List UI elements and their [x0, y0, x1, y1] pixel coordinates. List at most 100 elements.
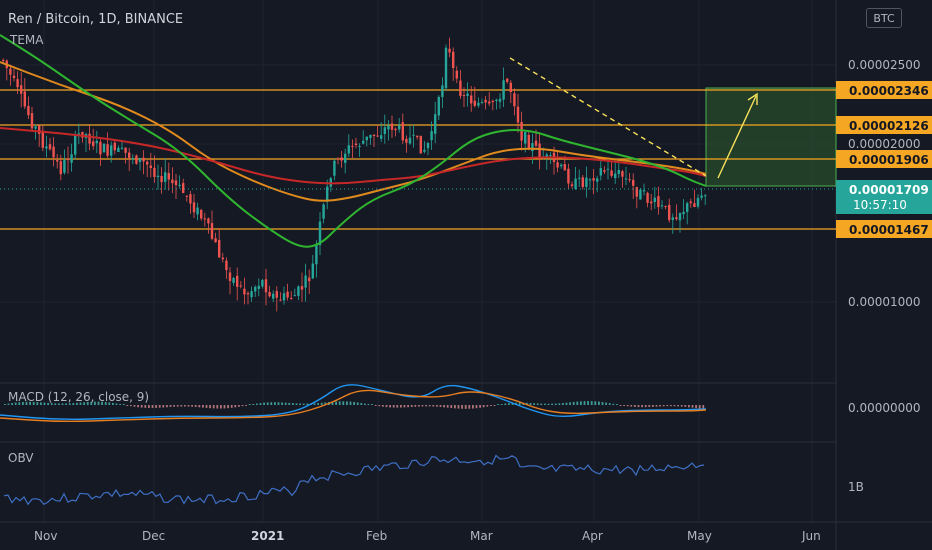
- macd-bar: [223, 405, 226, 409]
- candle: [678, 212, 682, 233]
- overlay-indicator-label[interactable]: TEMA: [9, 33, 44, 47]
- macd-bar: [554, 403, 557, 405]
- symbol-title[interactable]: Ren / Bitcoin, 1D, BINANCE: [8, 12, 183, 27]
- macd-bar: [634, 405, 636, 407]
- macd-title[interactable]: MACD (12, 26, close, 9): [8, 390, 149, 404]
- macd-bar: [252, 404, 255, 405]
- macd-bar: [61, 403, 64, 405]
- time-label: Jun: [801, 529, 821, 543]
- macd-bar: [428, 405, 431, 407]
- macd-bar: [461, 405, 463, 409]
- macd-bar: [79, 402, 82, 405]
- candle: [160, 167, 163, 194]
- obv-title[interactable]: OBV: [8, 451, 34, 465]
- candle: [498, 93, 502, 109]
- macd-bar: [374, 405, 377, 406]
- macd-bar: [601, 402, 604, 405]
- candle: [254, 285, 257, 297]
- candle: [279, 292, 282, 302]
- macd-bar: [320, 402, 323, 405]
- candle: [228, 267, 232, 295]
- macd-bar: [97, 401, 100, 405]
- candle: [632, 173, 635, 199]
- candle: [264, 268, 268, 306]
- candle: [516, 93, 520, 133]
- candle: [581, 175, 584, 190]
- candle: [556, 151, 559, 173]
- candle: [466, 82, 469, 107]
- currency-badge[interactable]: BTC: [866, 8, 902, 28]
- macd-bar: [140, 405, 143, 408]
- macd-bar: [342, 401, 345, 405]
- candle: [286, 283, 289, 301]
- macd-bar: [652, 405, 654, 407]
- macd-bar: [392, 405, 395, 408]
- candle: [153, 155, 156, 183]
- candle: [365, 136, 368, 147]
- macd-bar: [590, 401, 593, 405]
- macd-bar: [234, 405, 237, 408]
- candle: [102, 142, 106, 153]
- macd-bar: [346, 401, 348, 405]
- macd-bar: [216, 405, 219, 409]
- macd-bar: [284, 402, 287, 405]
- candle: [480, 98, 484, 105]
- macd-bar: [25, 401, 28, 405]
- descending-trendline[interactable]: [509, 57, 707, 177]
- candle: [66, 146, 70, 174]
- macd-bar: [662, 405, 665, 407]
- candle: [401, 113, 404, 144]
- candle: [560, 163, 563, 169]
- candle: [250, 286, 253, 302]
- candle: [484, 95, 487, 110]
- candle: [30, 106, 34, 132]
- candle: [297, 285, 300, 301]
- macd-axis-label: 0.00000000: [848, 401, 921, 415]
- candle: [333, 158, 336, 181]
- candle: [599, 159, 602, 181]
- candle: [95, 130, 98, 154]
- macd-bar: [666, 405, 669, 407]
- price-tick: 0.00001000: [848, 295, 921, 309]
- level-tag-4: 0.00001467: [836, 220, 932, 238]
- candle: [452, 47, 455, 81]
- macd-bar: [119, 404, 121, 405]
- macd-bar: [43, 402, 46, 405]
- candle: [117, 145, 120, 153]
- macd-bar: [238, 405, 240, 407]
- macd-bar: [241, 405, 244, 407]
- macd-bar: [378, 405, 381, 407]
- candle: [380, 122, 383, 142]
- candle: [405, 135, 408, 153]
- macd-bar: [659, 405, 661, 407]
- macd-bar: [7, 403, 10, 405]
- macd-bar: [508, 403, 510, 405]
- target-zone-box[interactable]: [705, 87, 837, 187]
- time-label: Dec: [142, 529, 165, 543]
- candle: [502, 67, 505, 107]
- macd-bar: [281, 402, 283, 405]
- candle: [362, 130, 365, 145]
- candle: [545, 152, 548, 170]
- candle: [610, 160, 613, 178]
- macd-bar: [468, 405, 471, 409]
- time-label: 2021: [251, 529, 284, 543]
- macd-bar: [691, 405, 694, 408]
- candle: [596, 175, 599, 193]
- macd-bar: [608, 403, 611, 405]
- macd-bar: [245, 405, 247, 406]
- macd-bar: [76, 402, 78, 405]
- macd-bar: [295, 403, 298, 405]
- macd-bar: [630, 405, 633, 407]
- candle: [232, 276, 235, 286]
- projection-arrow[interactable]: [717, 92, 758, 179]
- candle: [210, 210, 214, 241]
- candle: [408, 125, 412, 145]
- macd-bar: [688, 405, 690, 408]
- candle: [390, 115, 394, 139]
- candle: [174, 173, 178, 199]
- macd-bar: [187, 405, 190, 407]
- macd-bar: [540, 403, 543, 405]
- macd-bar: [389, 405, 391, 408]
